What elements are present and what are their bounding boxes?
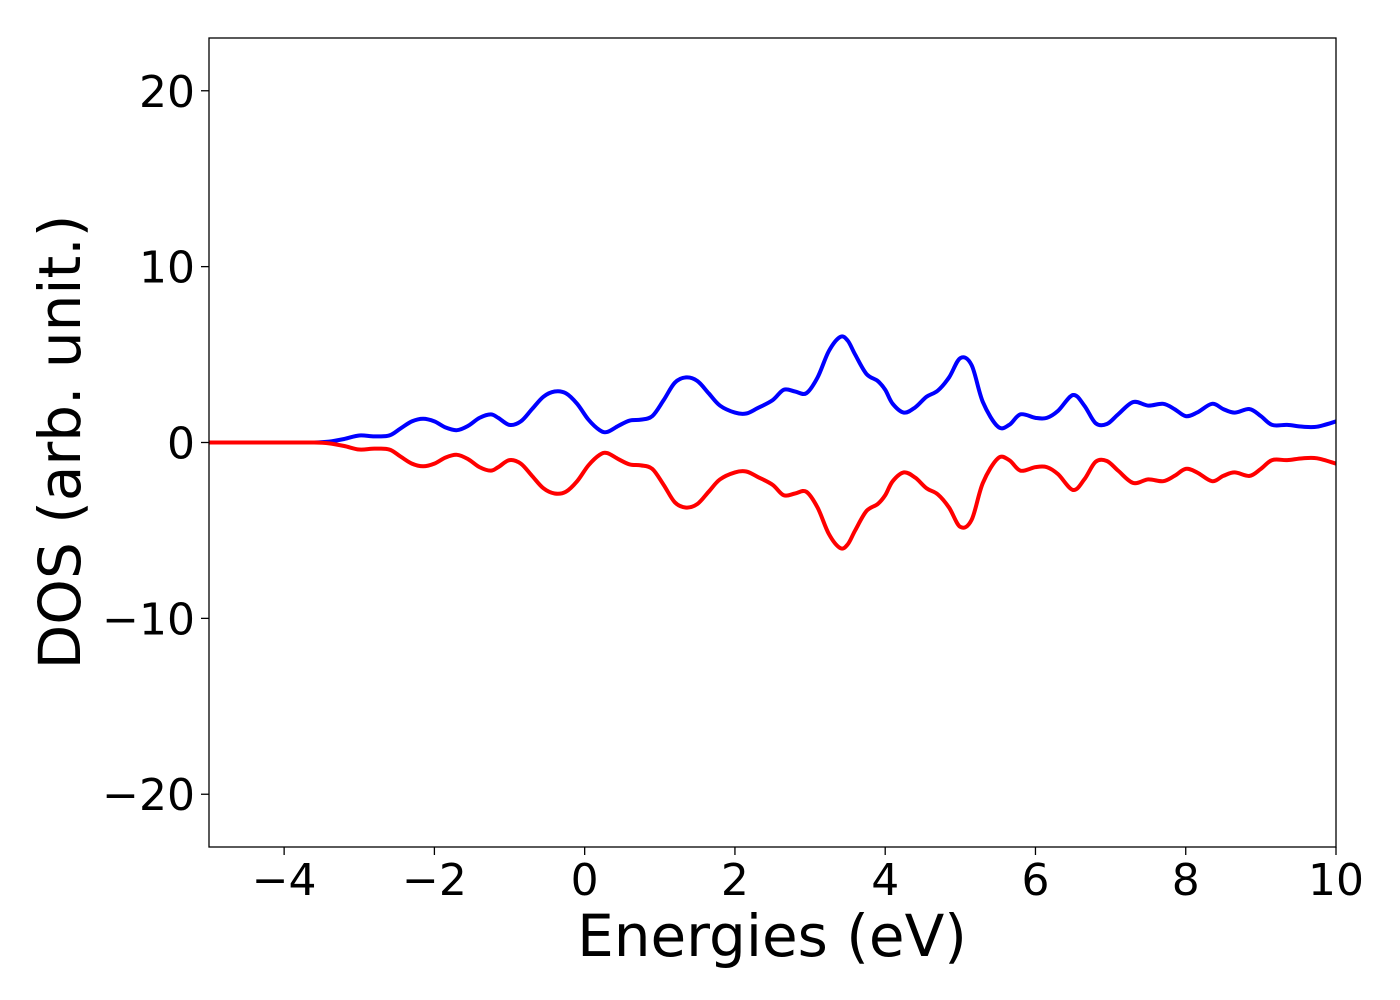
spin-up-dos-line	[209, 334, 1336, 445]
y-tick-label: 10	[139, 243, 195, 294]
x-tick-label: −4	[252, 855, 317, 906]
x-tick-label: 8	[1172, 855, 1200, 906]
series-layer	[209, 334, 1336, 551]
x-tick-label: −2	[402, 855, 467, 906]
y-axis-title: DOS (arb. unit.)	[26, 215, 94, 670]
x-tick-label: 0	[571, 855, 599, 906]
y-tick-label: −10	[102, 594, 195, 645]
plot-frame	[208, 37, 1337, 848]
y-axis: −20 −10 0 10 20	[102, 67, 209, 821]
x-tick-label: 4	[871, 855, 899, 906]
x-axis: −4 −2 0 2 4 6 8 10	[252, 847, 1364, 906]
y-tick-label: 0	[167, 419, 195, 470]
spin-down-dos-line	[209, 440, 1336, 551]
y-tick-label: 20	[139, 67, 195, 118]
y-tick-label: −20	[102, 770, 195, 821]
x-tick-label: 10	[1308, 855, 1364, 906]
x-tick-label: 2	[721, 855, 749, 906]
x-tick-label: 6	[1021, 855, 1049, 906]
x-axis-title: Energies (eV)	[577, 902, 967, 970]
